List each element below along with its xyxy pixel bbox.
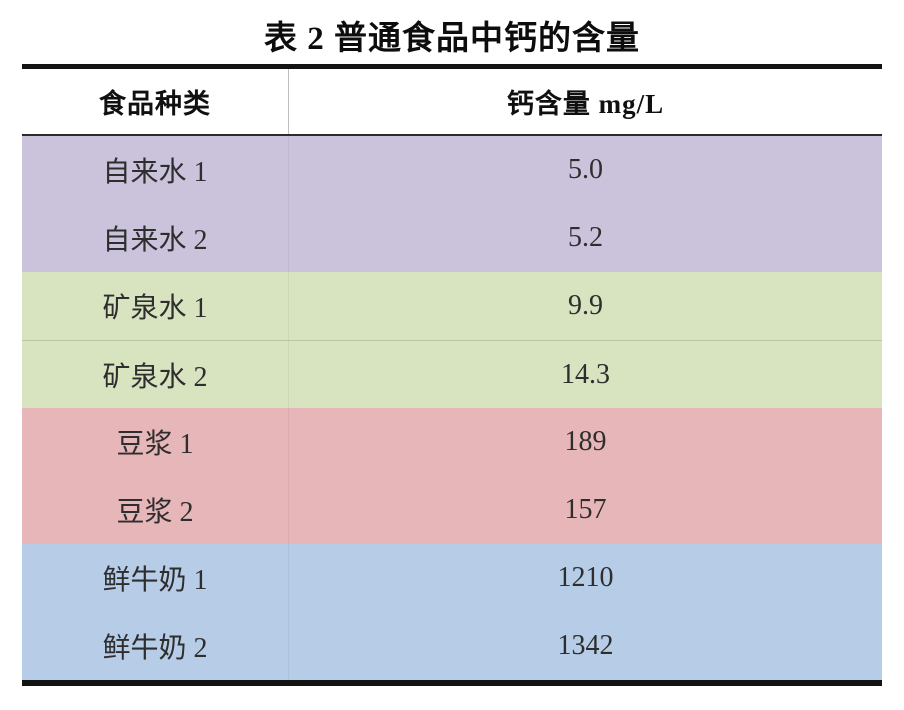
calcium-value-cell: 14.3: [561, 358, 610, 390]
calcium-value-cell: 9.9: [568, 290, 603, 321]
calcium-value-cell: 157: [564, 494, 607, 525]
table-row: 鲜牛奶 2 1342: [22, 612, 882, 680]
table-row: 矿泉水 2 14.3: [22, 340, 882, 408]
calcium-value-cell: 5.0: [568, 154, 603, 185]
table-title: 表 2 普通食品中钙的含量: [264, 21, 640, 57]
table-row: 自来水 1 5.0: [22, 136, 882, 204]
table-row: 豆浆 1 189: [22, 408, 882, 476]
calcium-value-cell: 1210: [557, 562, 614, 593]
food-type-cell: 鲜牛奶 1: [22, 544, 289, 612]
food-type-cell: 自来水 2: [22, 204, 289, 272]
food-type-cell: 自来水 1: [22, 136, 289, 204]
calcium-value-cell: 189: [564, 426, 607, 457]
food-type-cell: 矿泉水 2: [22, 341, 289, 408]
calcium-content-table: 食品种类 钙含量 mg/L 自来水 1 5.0 自来水 2 5.2 矿泉水 1 …: [22, 64, 882, 686]
table-row: 矿泉水 1 9.9: [22, 272, 882, 340]
table-row: 鲜牛奶 1 1210: [22, 544, 882, 612]
header-calcium-content: 钙含量 mg/L: [506, 89, 665, 119]
calcium-value-cell: 1342: [557, 630, 614, 661]
table-body: 自来水 1 5.0 自来水 2 5.2 矿泉水 1 9.9 矿泉水 2 14.3…: [22, 136, 882, 680]
food-type-cell: 豆浆 2: [22, 476, 289, 544]
table-row: 自来水 2 5.2: [22, 204, 882, 272]
food-type-cell: 矿泉水 1: [22, 272, 289, 340]
calcium-value-cell: 5.2: [568, 222, 603, 253]
food-type-cell: 豆浆 1: [22, 408, 289, 476]
table-row: 豆浆 2 157: [22, 476, 882, 544]
table-header-row: 食品种类 钙含量 mg/L: [22, 69, 882, 136]
food-type-cell: 鲜牛奶 2: [22, 612, 289, 680]
header-food-type: 食品种类: [22, 69, 289, 134]
